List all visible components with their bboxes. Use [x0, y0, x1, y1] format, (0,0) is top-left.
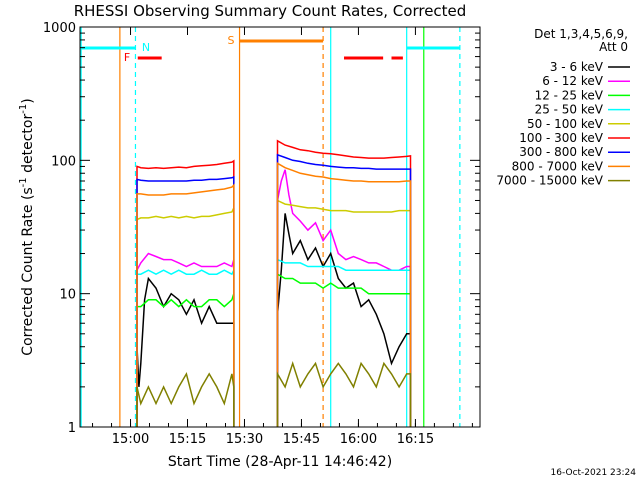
- legend-label: 6 - 12 keV: [542, 74, 604, 88]
- x-tick-label: 15:15: [169, 432, 206, 447]
- series-line-4-interval-0: [136, 207, 235, 427]
- y-tick-label: 1: [68, 421, 76, 436]
- y-axis: 1 10 100 1000: [43, 21, 480, 436]
- series-line-7-interval-0: [136, 183, 235, 427]
- y-tick-label: 1000: [43, 21, 76, 36]
- series-line-5-interval-1: [276, 139, 412, 427]
- series-layer: [136, 139, 412, 427]
- series-line-2-interval-1: [276, 272, 412, 427]
- legend-label: 3 - 6 keV: [550, 60, 604, 74]
- legend-label: 300 - 800 keV: [519, 145, 603, 159]
- series-line-0-interval-1: [276, 213, 412, 427]
- series-line-8-interval-1: [276, 360, 412, 427]
- legend-label: 7000 - 15000 keV: [496, 174, 603, 188]
- series-line-2-interval-0: [136, 293, 235, 427]
- series-line-1-interval-0: [136, 252, 235, 427]
- series-line-6-interval-1: [276, 153, 412, 427]
- legend-label: 50 - 100 keV: [527, 117, 604, 131]
- legend-header-line-2: Att 0: [599, 40, 628, 54]
- x-tick-label: 16:00: [340, 432, 377, 447]
- series-line-7-interval-1: [276, 161, 412, 427]
- annotation-s: S: [228, 34, 235, 47]
- x-axis: 15:00 15:15 15:30 15:45 16:00 16:15: [92, 27, 473, 447]
- chart-title: RHESSI Observing Summary Count Rates, Co…: [74, 2, 467, 20]
- legend-header-line-1: Det 1,3,4,5,6,9,: [534, 27, 628, 41]
- x-tick-label: 15:45: [283, 432, 320, 447]
- state-segments: [81, 39, 460, 60]
- x-tick-label: 15:30: [226, 432, 263, 447]
- series-line-4-interval-1: [276, 199, 412, 427]
- legend-label: 12 - 25 keV: [535, 88, 604, 102]
- event-markers: [80, 27, 461, 427]
- legend-label: 800 - 7000 keV: [512, 159, 604, 173]
- series-line-5-interval-0: [136, 159, 235, 427]
- series-line-3-interval-1: [276, 258, 412, 427]
- y-tick-label: 10: [59, 288, 76, 303]
- series-line-8-interval-0: [136, 371, 235, 427]
- y-tick-label: 100: [51, 154, 76, 169]
- timestamp: 16-Oct-2021 23:24: [551, 468, 637, 478]
- legend-label: 100 - 300 keV: [519, 131, 603, 145]
- x-tick-label: 15:00: [112, 432, 149, 447]
- x-axis-label: Start Time (28-Apr-11 14:46:42): [168, 454, 392, 470]
- series-line-3-interval-0: [136, 269, 235, 427]
- series-line-0-interval-0: [136, 276, 235, 427]
- annotation-f: F: [124, 51, 130, 64]
- annotation-n: N: [142, 41, 150, 54]
- y-axis-label: Corrected Count Rate (s-1 detector-1): [18, 98, 36, 355]
- x-tick-label: 16:15: [397, 432, 434, 447]
- plot-frame: [79, 26, 481, 428]
- series-line-6-interval-0: [136, 175, 235, 427]
- legend-label: 25 - 50 keV: [535, 103, 604, 117]
- series-line-1-interval-1: [276, 169, 412, 427]
